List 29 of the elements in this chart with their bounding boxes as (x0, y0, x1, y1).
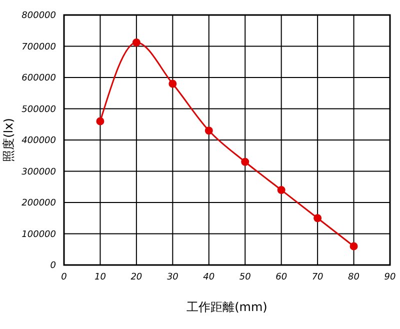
x-tick-label: 10 (94, 272, 106, 282)
x-tick-label: 80 (348, 272, 360, 282)
y-tick-label: 200000 (22, 198, 56, 209)
x-axis-title: 工作距離(mm) (186, 300, 268, 314)
point (132, 38, 140, 46)
y-tick-label: 700000 (22, 42, 56, 52)
y-axis-title: 照度(lx) (1, 118, 16, 162)
point (350, 242, 358, 250)
x-tick-label: 30 (166, 272, 179, 282)
y-tick-label: 600000 (22, 74, 56, 84)
y-tick-label: 300000 (22, 167, 56, 178)
x-tick-label: 20 (130, 272, 142, 282)
y-tick-label: 500000 (22, 104, 56, 115)
x-tick-label: 90 (384, 272, 396, 282)
x-tick-label: 50 (239, 272, 252, 282)
point (204, 126, 213, 135)
x-tick-label: 40 (203, 272, 215, 282)
point (241, 158, 250, 166)
x-tick-label: 0 (61, 272, 68, 282)
point (168, 80, 177, 88)
point (277, 186, 286, 194)
y-tick-label: 0 (50, 261, 56, 272)
y-tick-label: 400000 (22, 136, 56, 146)
x-tick-label: 70 (312, 272, 324, 282)
point (314, 214, 322, 222)
y-tick-label: 800000 (22, 11, 56, 22)
y-tick-label: 100000 (22, 230, 56, 240)
point (96, 117, 104, 126)
x-tick-label: 60 (276, 272, 288, 282)
